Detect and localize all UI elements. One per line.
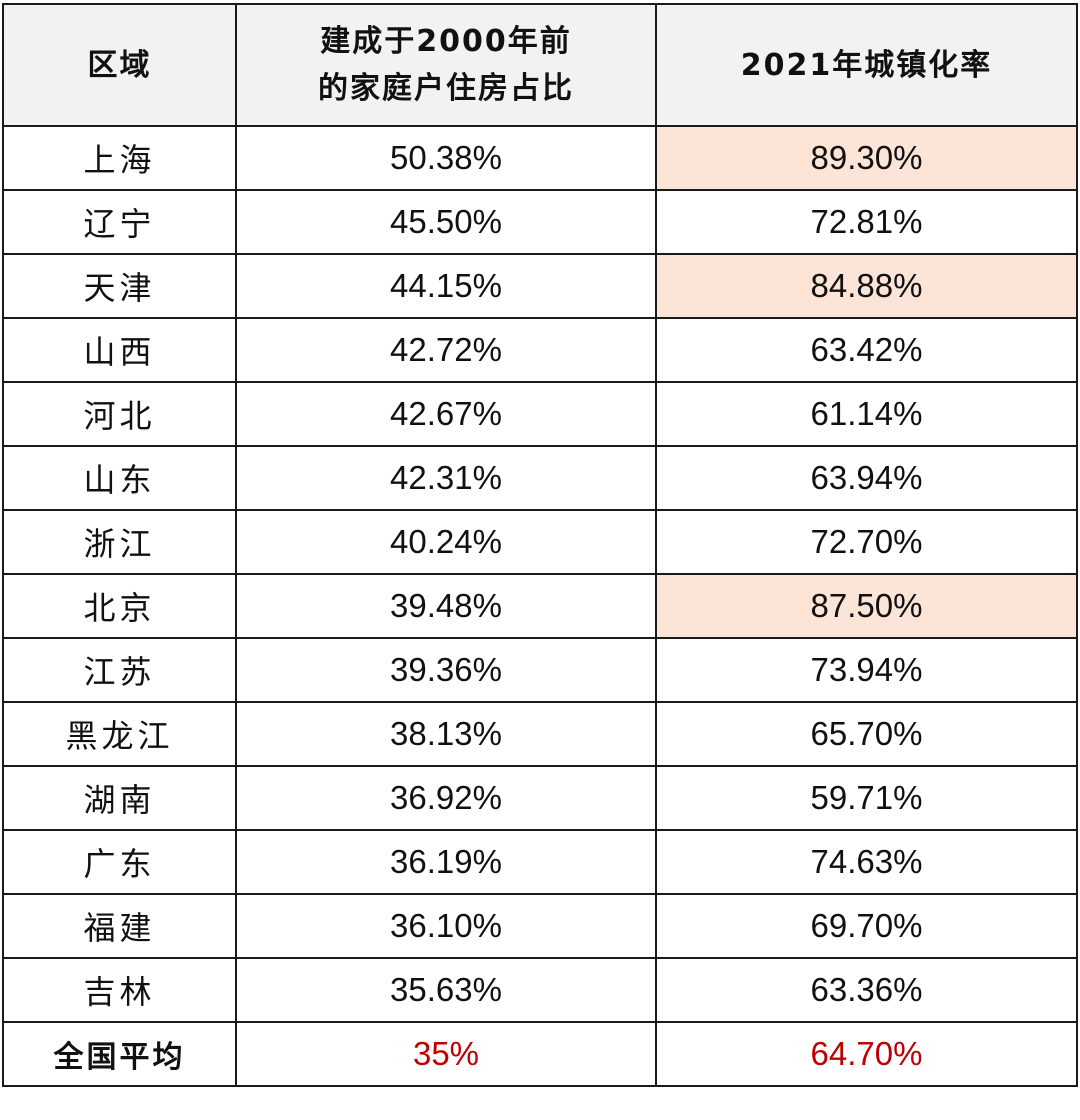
table-row: 福建 36.10% 69.70%: [2, 893, 1078, 959]
pre2000-share-cell: 39.48%: [235, 573, 657, 639]
urbanization-rate-cell: 61.14%: [655, 381, 1078, 447]
pre2000-share-cell: 40.24%: [235, 509, 657, 575]
pre2000-share-cell: 35.63%: [235, 957, 657, 1023]
region-cell: 天津: [2, 253, 237, 319]
region-cell: 福建: [2, 893, 237, 959]
region-cell: 北京: [2, 573, 237, 639]
pre2000-share-cell: 42.72%: [235, 317, 657, 383]
pre2000-share-cell: 38.13%: [235, 701, 657, 767]
table-row: 湖南 36.92% 59.71%: [2, 765, 1078, 831]
average-pre2000-cell: 35%: [235, 1021, 657, 1087]
urbanization-rate-cell: 72.70%: [655, 509, 1078, 575]
header-urbanization-rate: 2021年城镇化率: [655, 3, 1078, 127]
urbanization-rate-cell: 87.50%: [655, 573, 1078, 639]
region-cell: 湖南: [2, 765, 237, 831]
pre2000-share-cell: 50.38%: [235, 125, 657, 191]
pre2000-share-cell: 36.10%: [235, 893, 657, 959]
table-body: 上海 50.38% 89.30% 辽宁 45.50% 72.81% 天津 44.15% 84.8…: [2, 125, 1078, 1087]
region-cell: 浙江: [2, 509, 237, 575]
table-row: 浙江 40.24% 72.70%: [2, 509, 1078, 575]
pre2000-share-cell: 44.15%: [235, 253, 657, 319]
table-header: 区域 建成于2000年前 的家庭户住房占比 2021年城镇化率: [2, 3, 1078, 127]
urbanization-rate-cell: 74.63%: [655, 829, 1078, 895]
region-cell: 上海: [2, 125, 237, 191]
pre2000-share-cell: 36.92%: [235, 765, 657, 831]
header-pre2000-line1: 建成于2000年前: [320, 24, 572, 59]
header-pre2000-line2: 的家庭户住房占比: [318, 71, 574, 106]
urbanization-rate-cell: 84.88%: [655, 253, 1078, 319]
average-label-cell: 全国平均: [2, 1021, 237, 1087]
table-row: 北京 39.48% 87.50%: [2, 573, 1078, 639]
region-cell: 江苏: [2, 637, 237, 703]
table-row: 山东 42.31% 63.94%: [2, 445, 1078, 511]
region-cell: 吉林: [2, 957, 237, 1023]
urbanization-rate-cell: 63.42%: [655, 317, 1078, 383]
region-cell: 河北: [2, 381, 237, 447]
region-cell: 山西: [2, 317, 237, 383]
average-urbanization-cell: 64.70%: [655, 1021, 1078, 1087]
region-cell: 辽宁: [2, 189, 237, 255]
table-row: 江苏 39.36% 73.94%: [2, 637, 1078, 703]
pre2000-share-cell: 45.50%: [235, 189, 657, 255]
pre2000-share-cell: 42.67%: [235, 381, 657, 447]
urbanization-rate-cell: 72.81%: [655, 189, 1078, 255]
pre2000-share-cell: 42.31%: [235, 445, 657, 511]
urbanization-rate-cell: 59.71%: [655, 765, 1078, 831]
housing-urbanization-table: 区域 建成于2000年前 的家庭户住房占比 2021年城镇化率 上海 50.38%…: [2, 3, 1078, 1087]
table-row: 河北 42.67% 61.14%: [2, 381, 1078, 447]
header-pre2000-share: 建成于2000年前 的家庭户住房占比: [235, 3, 657, 127]
urbanization-rate-cell: 63.36%: [655, 957, 1078, 1023]
table-row: 吉林 35.63% 63.36%: [2, 957, 1078, 1023]
urbanization-rate-cell: 65.70%: [655, 701, 1078, 767]
table-row: 山西 42.72% 63.42%: [2, 317, 1078, 383]
region-cell: 广东: [2, 829, 237, 895]
national-average-row: 全国平均 35% 64.70%: [2, 1021, 1078, 1087]
urbanization-rate-cell: 89.30%: [655, 125, 1078, 191]
table-row: 辽宁 45.50% 72.81%: [2, 189, 1078, 255]
header-region: 区域: [2, 3, 237, 127]
table-row: 黑龙江 38.13% 65.70%: [2, 701, 1078, 767]
pre2000-share-cell: 39.36%: [235, 637, 657, 703]
region-cell: 山东: [2, 445, 237, 511]
urbanization-rate-cell: 73.94%: [655, 637, 1078, 703]
table-row: 广东 36.19% 74.63%: [2, 829, 1078, 895]
header-row: 区域 建成于2000年前 的家庭户住房占比 2021年城镇化率: [2, 3, 1078, 127]
table-row: 上海 50.38% 89.30%: [2, 125, 1078, 191]
table-row: 天津 44.15% 84.88%: [2, 253, 1078, 319]
region-cell: 黑龙江: [2, 701, 237, 767]
urbanization-rate-cell: 63.94%: [655, 445, 1078, 511]
pre2000-share-cell: 36.19%: [235, 829, 657, 895]
urbanization-rate-cell: 69.70%: [655, 893, 1078, 959]
